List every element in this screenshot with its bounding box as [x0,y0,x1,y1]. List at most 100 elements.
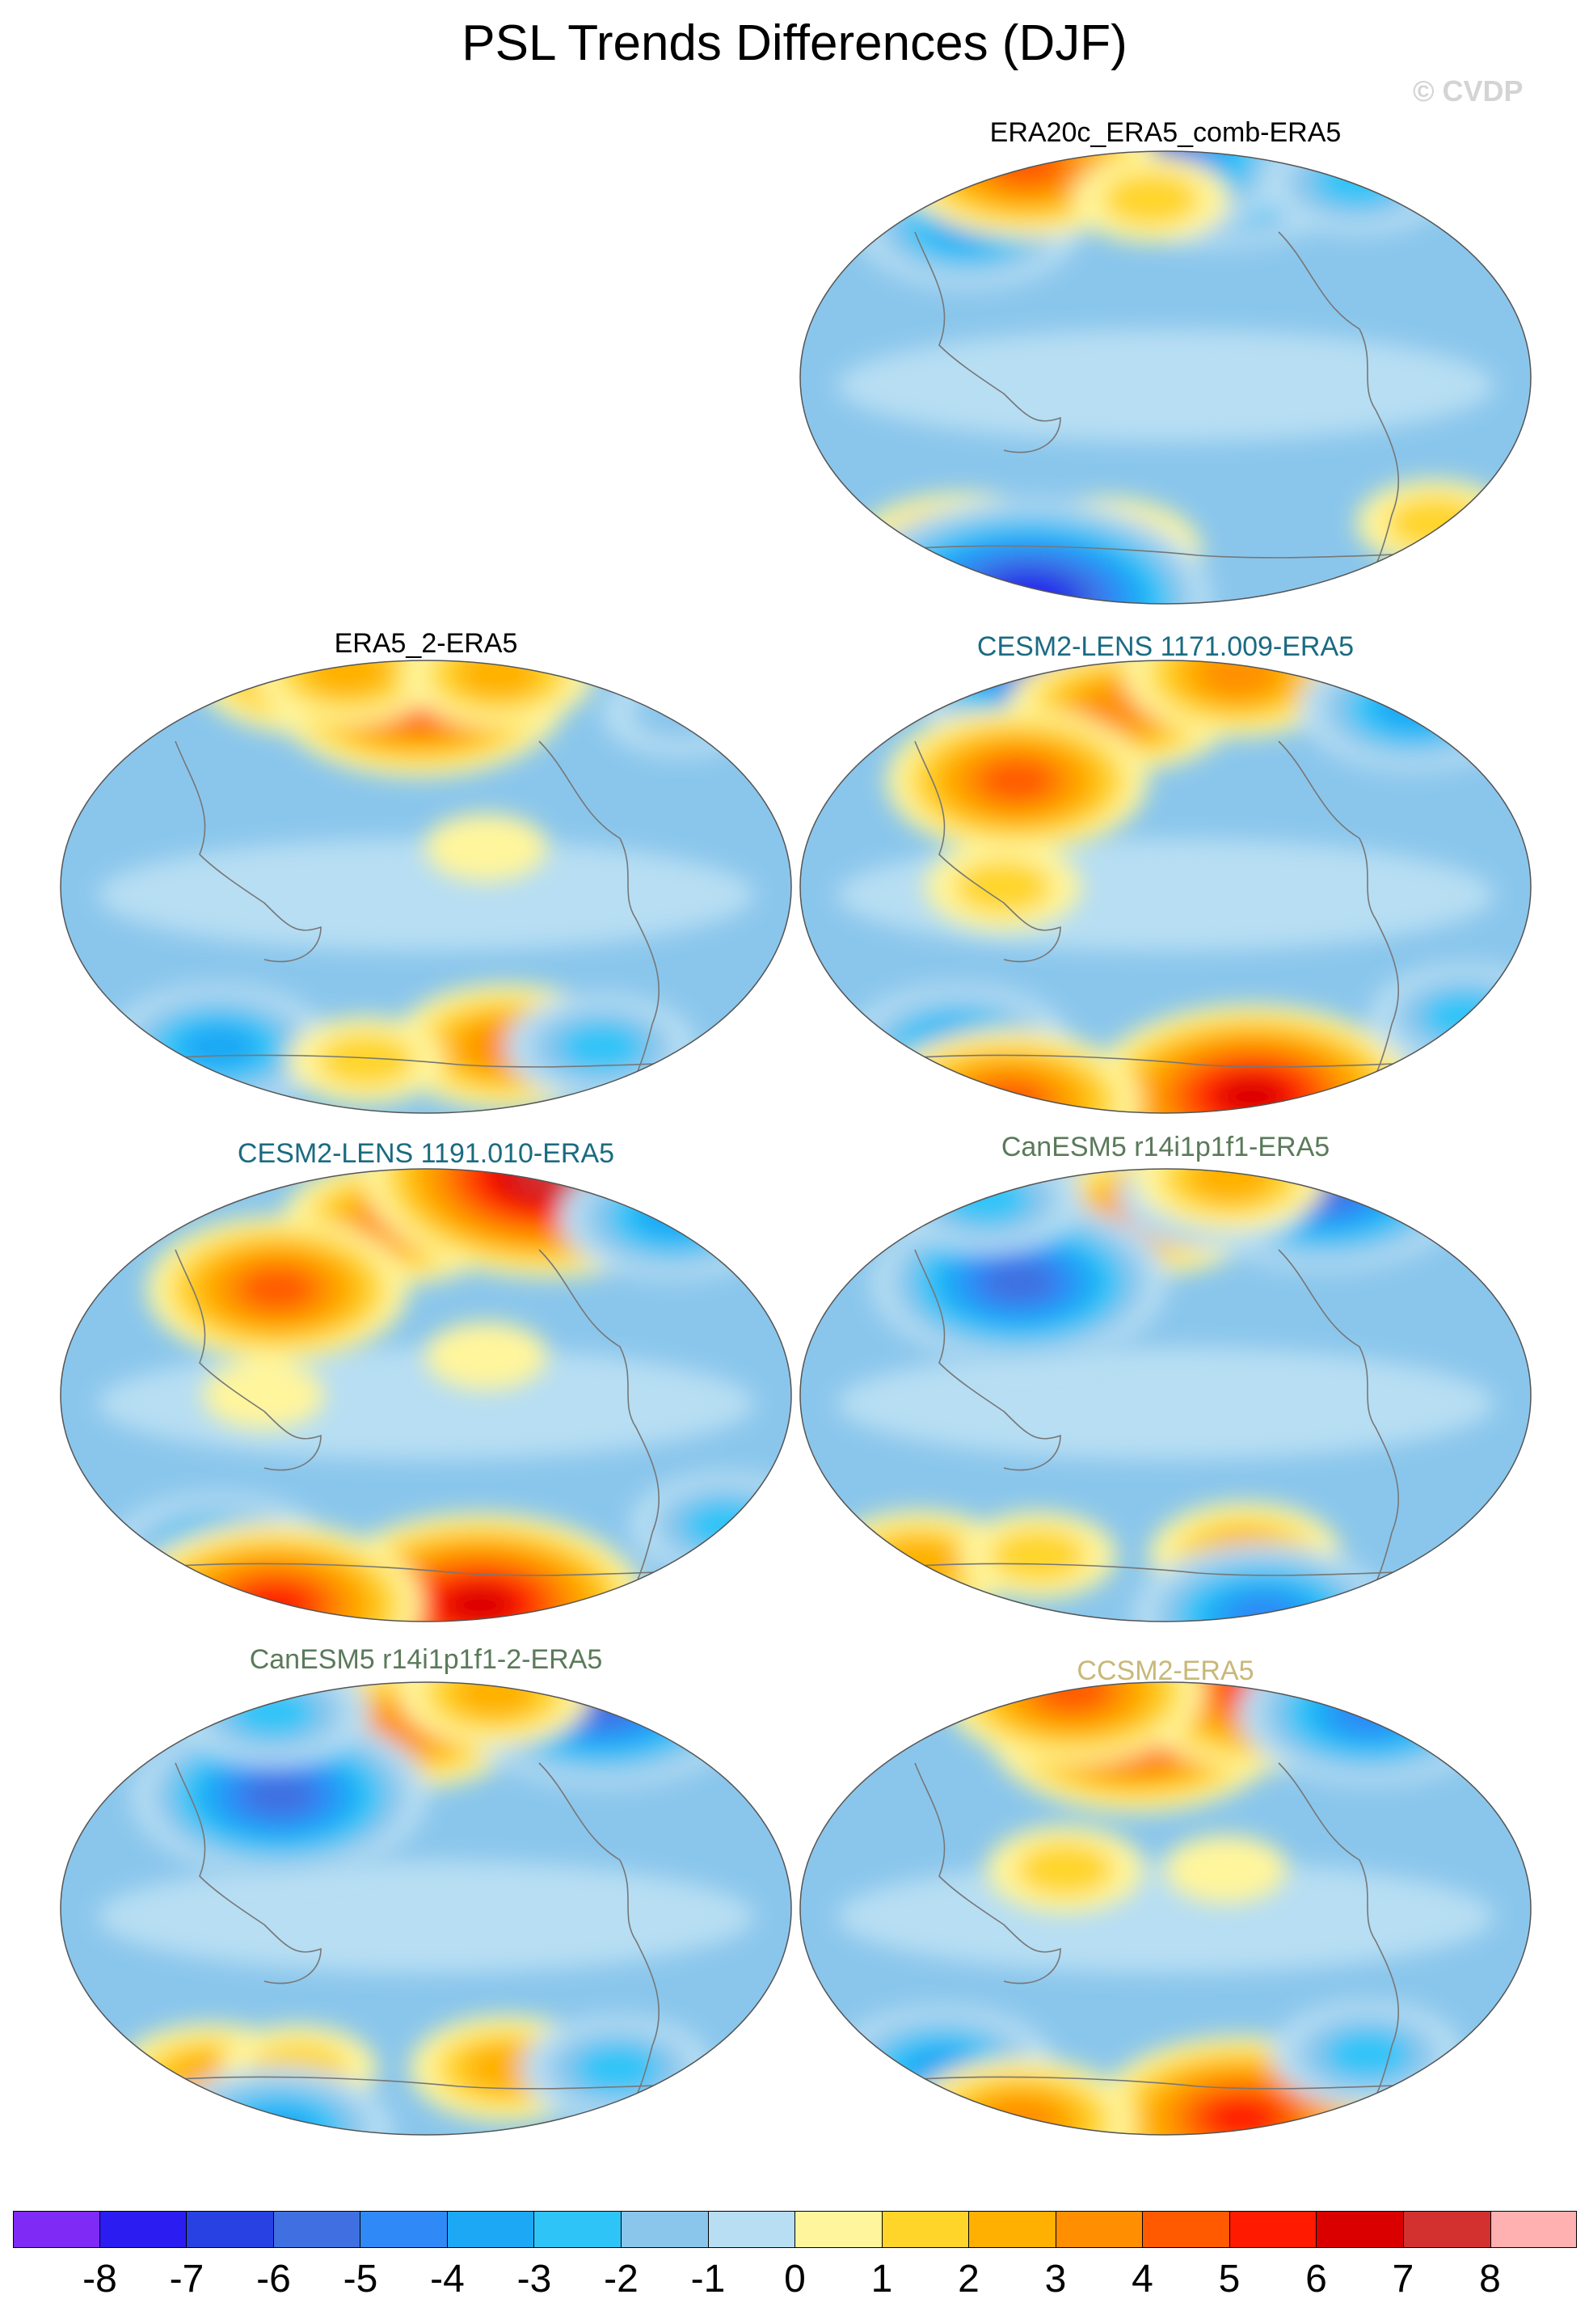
colorbar-tick-label: 2 [958,2258,980,2301]
field-anomaly-6-level-4 [216,1572,333,1622]
colorbar-tick-label: -6 [256,2258,291,2301]
colorbar-segment-10 [882,2211,970,2248]
panel-title-cesm2_1191: CESM2-LENS 1191.010-ERA5 [237,1138,615,1169]
field-anomaly-2-level-2 [305,660,391,696]
map-cesm2_1171 [799,660,1532,1114]
field-anomaly-3-level-3 [1309,1682,1431,1747]
coastline-0 [538,1249,660,1614]
field-anomaly-4-level-1 [1102,172,1199,226]
colorbar-tick-label: -5 [343,2258,378,2301]
field-anomaly-5-level-2 [943,1175,1030,1223]
colorbar-tick-label: 6 [1305,2258,1327,2301]
map-canesm5 [799,1168,1532,1622]
panel-title-ccsm2: CCSM2-ERA5 [1077,1655,1254,1686]
colorbar-segment-11 [969,2211,1056,2248]
coastline-1 [175,740,322,963]
field-anomaly-8-level-0 [202,1361,325,1429]
field-anomaly-5-level-6 [445,1585,516,1622]
map-era5_2 [60,660,792,1114]
field-anomaly-4-level-1 [631,686,729,740]
field-anomaly-6-level-5 [238,1584,311,1622]
field-anomaly-8-level-1 [1288,151,1427,221]
field-anomaly-4-level-2 [1348,673,1477,744]
field-anomaly-7-level-4 [972,1081,1047,1113]
coastline-1 [914,740,1061,963]
panel-title-canesm5_2: CanESM5 r14i1p1f1-2-ERA5 [249,1644,603,1675]
panel-title-cesm2_1171: CESM2-LENS 1171.009-ERA5 [976,631,1355,662]
panel-title-era20c: ERA20c_ERA5_comb-ERA5 [989,117,1342,148]
colorbar-segment-3 [273,2211,361,2248]
field-anomaly-2-level-5 [243,1775,316,1816]
field-anomaly-8-level-1 [318,1033,415,1087]
colorbar [13,2211,1578,2248]
field-anomaly-4-level-2 [1187,1169,1273,1202]
panel-title-canesm5: CanESM5 r14i1p1f1-ERA5 [1001,1132,1330,1162]
colorbar-tick-label: 3 [1044,2258,1067,2301]
map-outline [799,1168,1532,1622]
colorbar-tick-label: -2 [604,2258,639,2301]
tropical-band [97,1347,755,1460]
field-anomaly-7-level-2 [558,1023,644,1071]
coastline-0 [1278,231,1399,597]
tropical-band [837,329,1494,442]
colorbar-tick-label: 8 [1479,2258,1501,2301]
tropical-band [97,1860,755,1973]
field-anomaly-4-level-3 [1373,686,1452,731]
map-outline [60,660,792,1114]
map-outline [60,1681,792,2136]
colorbar-segment-15 [1317,2211,1404,2248]
map-era20c [799,150,1532,605]
field-anomaly-9-level-0 [424,813,548,882]
colorbar-segment-4 [360,2211,448,2248]
field-anomaly-3-level-5 [983,1262,1056,1302]
colorbar-segment-5 [447,2211,535,2248]
panel-title-era5_2: ERA5_2-ERA5 [334,628,518,659]
colorbar-tick-label: -4 [430,2258,465,2301]
map-outline [60,1168,792,1622]
tropical-band [837,1860,1494,1973]
field-anomaly-3-level-2 [609,1181,738,1253]
colorbar-segment-13 [1143,2211,1230,2248]
field-anomaly-8-level-1 [1017,1842,1114,1896]
copyright-label: © CVDP [1413,74,1524,108]
figure-title: PSL Trends Differences (DJF) [462,15,1127,71]
colorbar-segment-17 [1490,2211,1578,2248]
field-anomaly-3-level-4 [1332,1691,1408,1734]
field-anomaly-2-level-4 [1035,1682,1111,1712]
colorbar-tick-label: -8 [82,2258,117,2301]
colorbar-segment-8 [708,2211,796,2248]
field-anomaly-3-level-3 [634,1195,713,1239]
coastline-0 [1278,1249,1399,1614]
tropical-band [97,838,755,951]
colorbar-segment-9 [795,2211,883,2248]
colorbar-tick-label: 5 [1218,2258,1241,2301]
field-anomaly-4-level-0 [601,669,759,757]
colorbar-tick-label: 1 [870,2258,893,2301]
coastline-1 [914,1762,1061,1984]
colorbar-tick-label: -7 [169,2258,204,2301]
map-outline [799,660,1532,1114]
coastline-0 [1278,740,1399,1106]
colorbar-segment-2 [187,2211,274,2248]
field-anomaly-9-level-3 [239,2107,319,2135]
tropical-band [837,1347,1494,1460]
field-anomaly-9-level-0 [424,1322,548,1390]
coastline-1 [175,1762,322,1984]
colorbar-tick-label: 7 [1392,2258,1414,2301]
field-anomaly-6-level-3 [981,2098,1061,2135]
map-ccsm2 [799,1681,1532,2136]
field-anomaly-2-level-4 [979,759,1055,802]
colorbar-segment-1 [99,2211,188,2248]
coastline-0 [538,740,660,1106]
colorbar-segment-14 [1229,2211,1317,2248]
coastline-0 [1278,1762,1399,2128]
colorbar-segment-16 [1404,2211,1491,2248]
colorbar-tick-label: 4 [1132,2258,1153,2301]
map-outline [799,1681,1532,2136]
field-anomaly-5-level-3 [179,1024,259,1069]
field-anomaly-3-level-2 [455,660,542,698]
colorbar-segment-0 [13,2211,100,2248]
field-anomaly-7-level-2 [1325,2030,1410,2078]
colorbar-segment-6 [534,2211,622,2248]
field-anomaly-9-level-1 [955,859,1052,914]
